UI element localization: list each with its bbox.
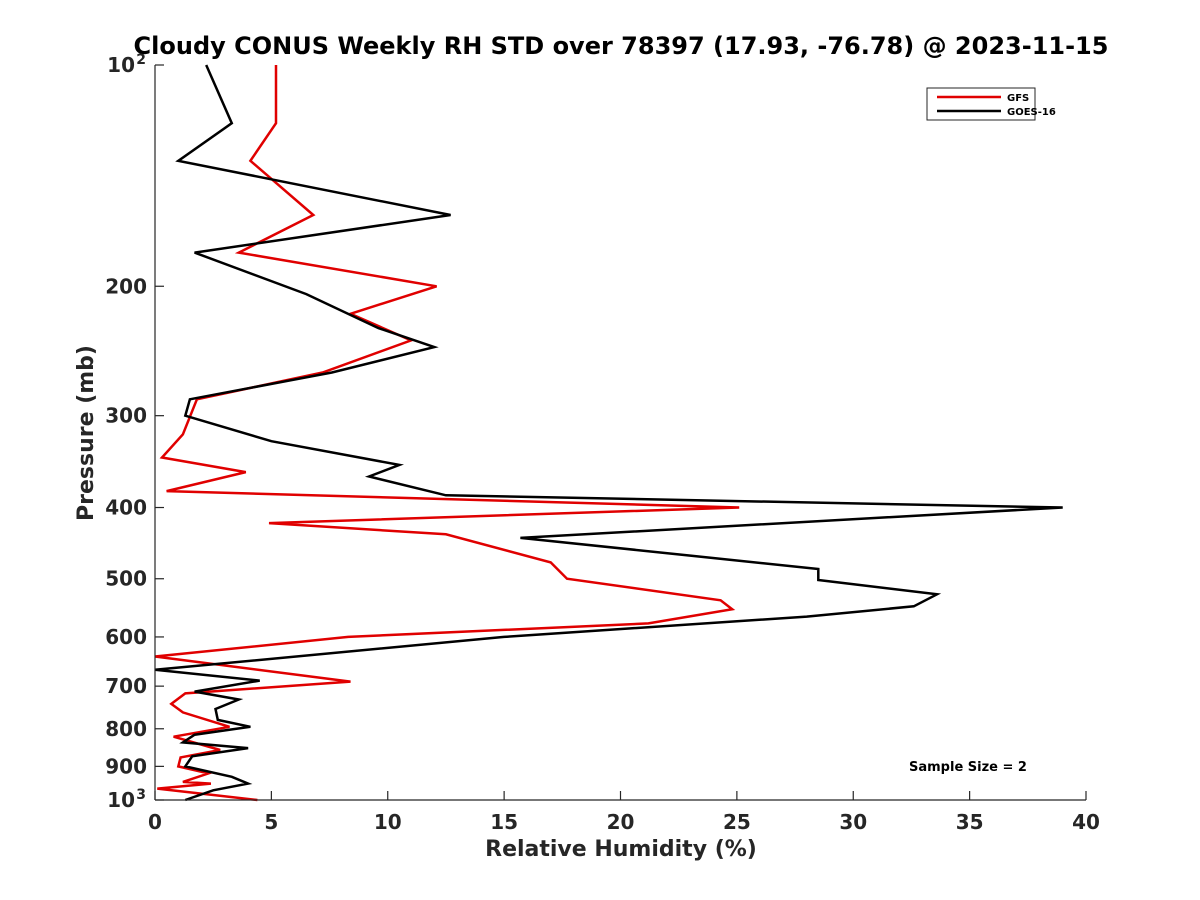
- x-tick-label: 25: [723, 810, 751, 834]
- chart-title: Cloudy CONUS Weekly RH STD over 78397 (1…: [134, 32, 1109, 60]
- legend: GFS GOES-16: [926, 87, 1056, 121]
- sample-size-annotation: Sample Size = 2: [909, 760, 1027, 775]
- series-line-goes-16: [154, 64, 1063, 802]
- plot-area: 0 5 10 15 20 25 30 35 40 10 220030040050060070080…: [105, 52, 1100, 834]
- series-lines: [154, 64, 1063, 802]
- x-tick-label: 30: [839, 810, 867, 834]
- legend-label: GFS: [1007, 93, 1029, 104]
- x-tick-label: 5: [264, 810, 278, 834]
- y-tick-label: 300: [105, 404, 147, 428]
- series-line-gfs: [154, 65, 740, 802]
- y-tick-label: 10: [107, 53, 135, 77]
- y-tick-label: 10: [107, 788, 135, 812]
- x-tick-label: 40: [1072, 810, 1100, 834]
- x-tick-label: 10: [374, 810, 402, 834]
- x-axis-label: Relative Humidity (%): [485, 837, 757, 862]
- y-axis-label: Pressure (mb): [74, 345, 99, 521]
- y-tick-label: 900: [105, 754, 147, 778]
- y-tick-label: 200: [105, 274, 147, 298]
- x-tick-label: 0: [148, 810, 162, 834]
- y-tick-label: 400: [105, 496, 147, 520]
- legend-label: GOES-16: [1007, 107, 1056, 118]
- x-tick-label: 35: [956, 810, 984, 834]
- x-axis-ticks: 0 5 10 15 20 25 30 35 40: [148, 791, 1100, 834]
- y-tick-exponent: 2: [136, 52, 146, 68]
- x-tick-label: 15: [490, 810, 518, 834]
- y-tick-label: 700: [105, 674, 147, 698]
- y-tick-label: 600: [105, 625, 147, 649]
- y-tick-exponent: 3: [136, 787, 146, 803]
- y-tick-label: 500: [105, 567, 147, 591]
- y-tick-label: 800: [105, 717, 147, 741]
- legend-box: [926, 87, 1036, 121]
- x-tick-label: 20: [607, 810, 635, 834]
